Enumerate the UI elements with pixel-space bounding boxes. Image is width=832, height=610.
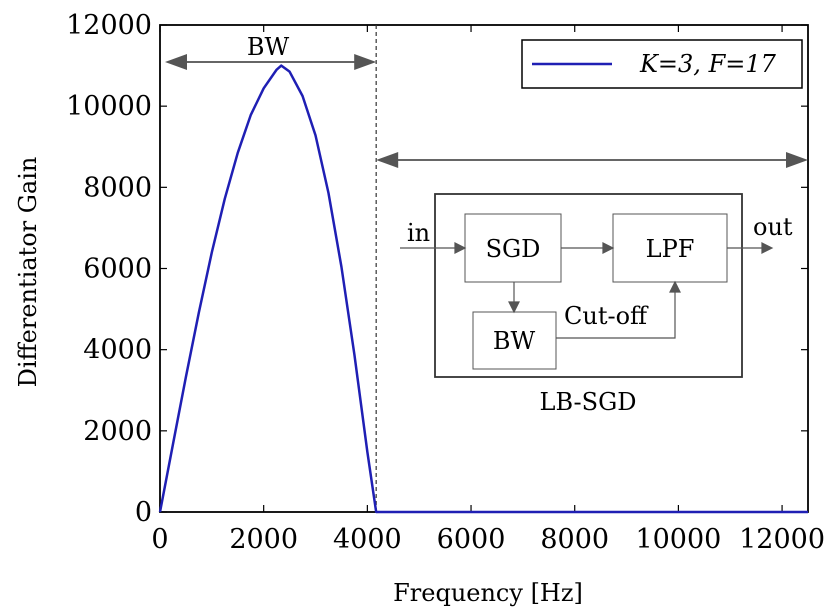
series-line: [158, 64, 808, 514]
stopband-arrow-head-right: [786, 152, 808, 168]
sgd-block-label: SGD: [486, 235, 541, 263]
x-tick-label: 2000: [229, 524, 298, 555]
input-arrow-head: [454, 242, 467, 254]
input-label: in: [407, 219, 430, 247]
sgd-to-lpf-arrow-head: [602, 242, 615, 254]
y-axis-label: Differentiator Gain: [14, 157, 42, 388]
lpf-block: [612, 213, 728, 283]
output-label: out: [753, 213, 793, 241]
bw-to-lpf-arrow-head: [669, 280, 681, 293]
lpf-block-label: LPF: [646, 235, 695, 263]
x-tick-label: 10000: [635, 524, 721, 555]
x-tick-label: 12000: [739, 524, 825, 555]
inset-diagram: SGD LPF BW in out Cut-off LB-SGD: [400, 193, 793, 416]
y-tick-label: 0: [135, 497, 152, 528]
annotations: BW: [165, 25, 808, 512]
inset-caption: LB-SGD: [540, 388, 637, 416]
legend-series-label: K=3, F=17: [639, 50, 777, 78]
bw-to-lpf-arrow: [556, 292, 676, 339]
bw-block-label: BW: [493, 327, 536, 355]
bandwidth-arrow-head-left: [165, 54, 187, 70]
legend: K=3, F=17: [521, 39, 803, 89]
y-tick-label: 8000: [83, 172, 152, 203]
bandwidth-arrow-head-right: [354, 54, 377, 70]
x-tick-label: 0: [151, 524, 168, 555]
y-tick-label: 12000: [66, 10, 152, 41]
y-tick-label: 10000: [66, 91, 152, 122]
stopband-arrow: [376, 152, 808, 168]
output-arrow-head: [761, 242, 774, 254]
ticks: 0 2000 4000 6000 8000 10000 12000 0 2000 4000 6000…: [66, 10, 825, 555]
x-tick-label: 4000: [333, 524, 402, 555]
sgd-to-bw-arrow-head: [508, 301, 520, 314]
x-tick-label: 8000: [540, 524, 609, 555]
bw-block: [472, 311, 557, 370]
cutoff-label: Cut-off: [564, 302, 649, 330]
bandwidth-label: BW: [247, 33, 290, 61]
y-tick-label: 4000: [83, 335, 152, 366]
y-tick-label: 2000: [83, 416, 152, 447]
y-tick-label: 6000: [83, 254, 152, 285]
x-tick-label: 6000: [437, 524, 506, 555]
x-axis-label: Frequency [Hz]: [393, 579, 583, 607]
series: [158, 64, 808, 514]
stopband-arrow-head-left: [376, 152, 399, 168]
bandwidth-arrow: [165, 54, 377, 70]
